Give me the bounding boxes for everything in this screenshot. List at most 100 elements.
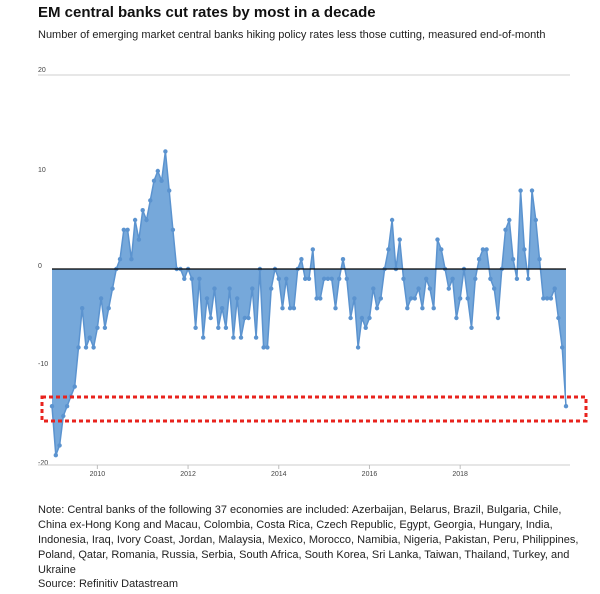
data-point: [522, 247, 527, 252]
data-point: [329, 276, 334, 281]
data-point: [144, 217, 149, 223]
data-point: [541, 296, 546, 301]
data-point: [552, 286, 557, 291]
data-point: [424, 276, 429, 281]
data-point: [269, 286, 274, 291]
data-point: [231, 335, 236, 340]
data-point: [518, 188, 523, 193]
series-area: [52, 151, 566, 456]
series-line: [51, 151, 567, 456]
data-point: [333, 306, 338, 311]
data-point: [367, 315, 372, 321]
data-point: [121, 227, 127, 232]
data-point: [72, 384, 77, 389]
y-tick-label: 0: [38, 263, 42, 270]
data-point: [64, 404, 70, 409]
chart-plot: 20 10 0 -10 -20 2010 2012 2014 2016 2018: [38, 67, 588, 478]
data-point: [242, 315, 247, 321]
data-point: [246, 315, 251, 321]
x-tick-label: 2016: [362, 471, 378, 478]
data-point: [276, 276, 281, 281]
data-point: [76, 345, 81, 350]
data-point: [548, 296, 554, 301]
data-point: [435, 237, 440, 242]
data-point: [106, 306, 111, 311]
data-point: [57, 443, 62, 448]
series-points: [49, 149, 569, 458]
data-point: [431, 306, 436, 311]
data-point: [389, 217, 395, 223]
data-point: [303, 276, 308, 281]
data-point: [492, 286, 497, 291]
data-point: [261, 345, 266, 350]
chart-title: EM central banks cut rates by most in a …: [38, 4, 376, 21]
data-point: [439, 247, 444, 252]
data-point: [363, 325, 368, 330]
data-point: [386, 247, 391, 252]
data-point: [189, 276, 194, 281]
data-point: [148, 198, 153, 203]
data-point: [314, 296, 319, 301]
data-point: [412, 296, 417, 301]
data-point: [325, 276, 331, 281]
data-point: [469, 325, 474, 330]
data-point: [306, 276, 312, 281]
data-point: [488, 276, 493, 281]
data-point: [446, 286, 451, 291]
data-point: [219, 306, 225, 311]
data-point: [159, 178, 164, 183]
x-ticks: 2010 2012 2014 2016 2018: [90, 465, 468, 478]
data-point: [503, 227, 508, 232]
data-point: [91, 345, 96, 350]
data-point: [533, 217, 538, 223]
x-tick-label: 2014: [271, 471, 287, 478]
data-point: [129, 257, 134, 262]
data-point: [544, 296, 550, 301]
data-point: [476, 257, 482, 262]
data-point: [95, 325, 100, 330]
y-tick-label: -20: [38, 460, 48, 467]
data-point: [253, 335, 259, 340]
data-point: [526, 276, 531, 281]
data-point: [83, 345, 89, 350]
data-point: [359, 315, 365, 321]
data-point: [125, 227, 130, 232]
y-tick-label: 10: [38, 167, 46, 174]
data-point: [167, 188, 172, 193]
data-point: [480, 247, 486, 252]
data-point: [318, 296, 323, 301]
note-text: Note: Central banks of the following 37 …: [38, 504, 579, 576]
data-point: [110, 286, 115, 291]
data-point: [212, 286, 217, 291]
data-point: [321, 276, 327, 281]
x-tick-label: 2012: [180, 471, 196, 478]
data-point: [136, 237, 142, 242]
data-point: [401, 276, 406, 281]
data-point: [310, 247, 315, 252]
data-point: [337, 276, 342, 281]
y-tick-label: -10: [38, 361, 48, 368]
data-point: [98, 296, 104, 301]
data-point: [102, 325, 108, 330]
data-point: [250, 286, 255, 291]
data-point: [454, 315, 459, 321]
data-point: [510, 257, 516, 262]
data-point: [427, 286, 433, 291]
data-point: [132, 217, 138, 223]
data-point: [53, 453, 58, 458]
data-point: [374, 306, 380, 311]
data-point: [458, 296, 463, 301]
data-point: [204, 296, 210, 301]
highlight-box: [40, 395, 588, 423]
data-point: [473, 276, 478, 281]
data-point: [352, 296, 357, 301]
data-point: [170, 227, 176, 232]
data-point: [344, 276, 349, 281]
source-text: Source: Refinitiv Datastream: [38, 578, 178, 590]
x-tick-label: 2010: [90, 471, 106, 478]
data-point: [348, 315, 353, 321]
data-point: [420, 306, 425, 311]
data-point: [235, 296, 240, 301]
data-point: [87, 335, 93, 340]
data-point: [49, 404, 55, 409]
